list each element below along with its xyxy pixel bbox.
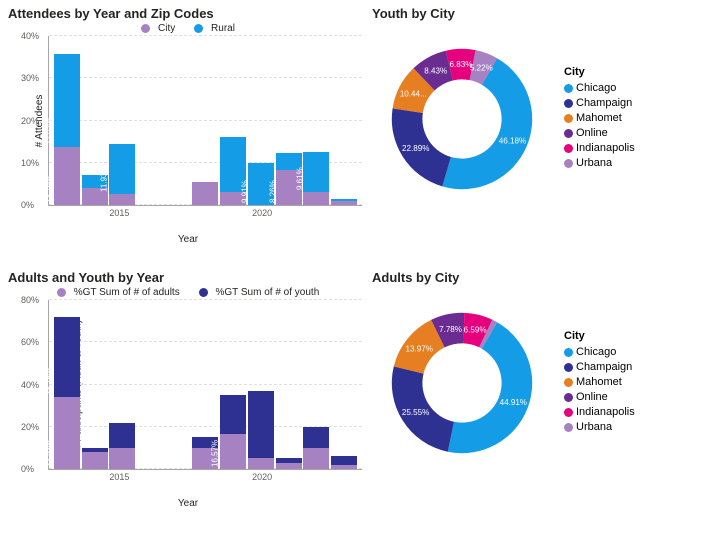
legend-header: City <box>564 66 635 78</box>
chart2-xlabel: Year <box>8 498 368 509</box>
legend-item-urbana: Urbana <box>564 421 635 433</box>
chart1-title: Attendees by Year and Zip Codes <box>8 6 368 21</box>
bar-2016 <box>137 300 163 469</box>
bar-2014 <box>82 300 108 469</box>
svg-text:13.97%: 13.97% <box>406 344 433 353</box>
chart1-legend: City Rural <box>8 23 368 34</box>
bar-2022 <box>303 300 329 469</box>
chart2-title: Adults and Youth by Year <box>8 270 368 285</box>
bar-2022: 9.61% <box>303 36 329 205</box>
participants-bar-chart: Adults and Youth by Year %GT Sum of # of… <box>8 270 368 530</box>
svg-text:10.44...: 10.44... <box>400 89 427 98</box>
legend-item-online: Online <box>564 391 635 403</box>
bar-2019: 18.47%16.57% <box>220 300 246 469</box>
svg-text:6.59%: 6.59% <box>464 325 487 334</box>
legend-item-mahomet: Mahomet <box>564 376 635 388</box>
legend-item-chicago: Chicago <box>564 346 635 358</box>
bar-2016 <box>137 36 163 205</box>
bar-2020 <box>248 300 274 469</box>
svg-text:44.91%: 44.91% <box>500 398 527 407</box>
donut1-title: Youth by City <box>372 6 712 21</box>
svg-text:6.83%: 6.83% <box>450 60 473 69</box>
bar-2021 <box>276 300 302 469</box>
legend-item-indianapolis: Indianapolis <box>564 406 635 418</box>
bar-2017 <box>165 300 191 469</box>
legend-item-champaign: Champaign <box>564 97 635 109</box>
legend-item-indianapolis: Indianapolis <box>564 142 635 154</box>
chart2-legend: %GT Sum of # of adults %GT Sum of # of y… <box>8 287 368 298</box>
chart1-xlabel: Year <box>8 234 368 245</box>
svg-text:46.18%: 46.18% <box>499 136 526 145</box>
adults-donut-chart: Adults by City 44.91% 25.55% 13.97% 7.78%6.… <box>372 270 712 530</box>
attendees-bar-chart: Attendees by Year and Zip Codes City Rur… <box>8 6 368 266</box>
donut1-svg: 46.18% 22.89% 10.44... 8.43%6.83%5.22% <box>372 29 552 209</box>
legend-header: City <box>564 330 635 342</box>
bar-2015 <box>109 300 135 469</box>
bar-2015: 11.93% <box>109 36 135 205</box>
legend-item-urbana: Urbana <box>564 157 635 169</box>
legend-item-champaign: Champaign <box>564 361 635 373</box>
svg-text:5.22%: 5.22% <box>470 63 493 72</box>
legend-item-chicago: Chicago <box>564 82 635 94</box>
chart1-plot: # Attendees 0%10%20%30%40%22.02%13.76%11… <box>48 36 362 206</box>
svg-text:8.43%: 8.43% <box>424 66 447 75</box>
bar-2023 <box>331 300 357 469</box>
donut1-legend: City Chicago Champaign Mahomet Online Indiana… <box>564 66 635 172</box>
svg-text:22.89%: 22.89% <box>402 144 429 153</box>
donut2-svg: 44.91% 25.55% 13.97% 7.78%6.59% <box>372 293 552 473</box>
bar-2013: 38.15%33.93% <box>54 300 80 469</box>
bar-2023 <box>331 36 357 205</box>
legend-item-online: Online <box>564 127 635 139</box>
legend-item-mahomet: Mahomet <box>564 112 635 124</box>
bar-2013: 22.02%13.76% <box>54 36 80 205</box>
youth-donut-chart: Youth by City 46.18% 22.89% 10.44... 8.43%6… <box>372 6 712 266</box>
chart2-plot: # Participants (Adult & Youth) 0%20%40%6… <box>48 300 362 470</box>
chart2-xticks: 20152020 <box>48 470 362 498</box>
donut2-title: Adults by City <box>372 270 712 285</box>
svg-text:7.78%: 7.78% <box>439 325 462 334</box>
bar-2018: 5.50% <box>192 36 218 205</box>
chart1-xticks: 20152020 <box>48 206 362 234</box>
svg-text:25.55%: 25.55% <box>402 408 429 417</box>
donut2-legend: City Chicago Champaign Mahomet Online Indiana… <box>564 330 635 436</box>
